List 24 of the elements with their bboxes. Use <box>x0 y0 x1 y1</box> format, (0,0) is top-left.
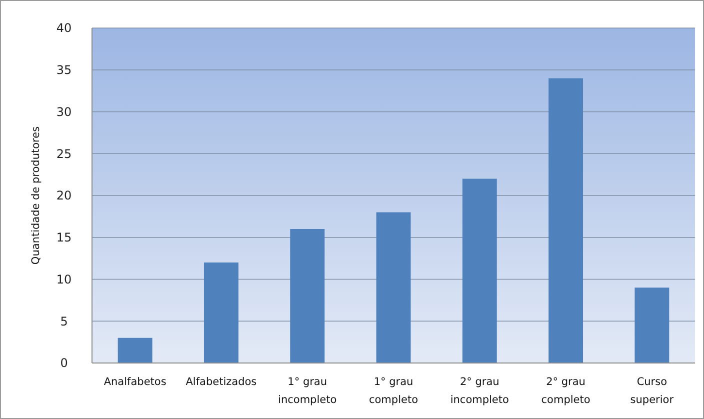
x-tick-label: Alfabetizados <box>186 376 257 388</box>
y-tick-label: 20 <box>56 188 72 203</box>
y-tick-label: 35 <box>56 63 72 78</box>
y-axis-title: Quantidade de produtores <box>30 126 42 265</box>
y-tick-label: 15 <box>56 230 72 245</box>
x-tick-label: Curso superior <box>630 376 674 406</box>
bar <box>462 178 497 363</box>
x-tick-label: 1° grau completo <box>368 376 418 406</box>
bar <box>204 262 238 363</box>
x-tick-label: 2° grau incompleto <box>450 376 509 406</box>
y-tick-label: 5 <box>60 314 68 328</box>
bar <box>118 338 152 363</box>
bar <box>376 212 411 363</box>
x-tick-label: Analfabetos <box>104 376 166 388</box>
x-tick-label: 2° grau completo <box>541 376 590 406</box>
x-tick-label: 1° grau incompleto <box>278 376 337 406</box>
y-tick-label: 30 <box>56 104 72 119</box>
y-tick-label: 25 <box>56 146 72 161</box>
y-tick-label: 0 <box>60 356 68 370</box>
bar <box>290 229 325 363</box>
y-tick-label: 40 <box>56 21 72 36</box>
bar <box>634 288 670 363</box>
bar <box>548 78 584 363</box>
y-tick-label: 10 <box>56 272 72 286</box>
